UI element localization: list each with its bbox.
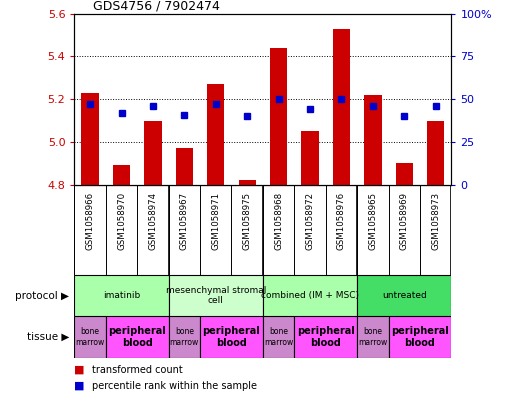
- Text: GSM1058966: GSM1058966: [86, 192, 94, 250]
- Bar: [176, 149, 193, 185]
- Text: imatinib: imatinib: [103, 291, 140, 300]
- Text: GDS4756 / 7902474: GDS4756 / 7902474: [93, 0, 220, 13]
- Text: GSM1058972: GSM1058972: [306, 192, 314, 250]
- Bar: [207, 84, 224, 185]
- Text: ■: ■: [74, 381, 85, 391]
- Text: protocol ▶: protocol ▶: [15, 291, 69, 301]
- Text: bone
marrow: bone marrow: [264, 327, 293, 347]
- Bar: [263, 316, 294, 358]
- Text: bone
marrow: bone marrow: [75, 327, 105, 347]
- Bar: [389, 316, 451, 358]
- Text: GSM1058965: GSM1058965: [368, 192, 378, 250]
- Text: GSM1058967: GSM1058967: [180, 192, 189, 250]
- Text: untreated: untreated: [382, 291, 427, 300]
- Bar: [82, 93, 98, 185]
- Text: GSM1058976: GSM1058976: [337, 192, 346, 250]
- Text: GSM1058975: GSM1058975: [243, 192, 252, 250]
- Text: peripheral
blood: peripheral blood: [108, 326, 166, 348]
- Bar: [364, 95, 382, 185]
- Text: GSM1058969: GSM1058969: [400, 192, 409, 250]
- Bar: [169, 316, 200, 358]
- Bar: [106, 316, 169, 358]
- Bar: [396, 163, 413, 185]
- Text: peripheral
blood: peripheral blood: [391, 326, 449, 348]
- Bar: [169, 275, 263, 316]
- Text: mesenchymal stromal
cell: mesenchymal stromal cell: [166, 286, 266, 305]
- Bar: [113, 165, 130, 185]
- Bar: [357, 316, 389, 358]
- Text: GSM1058968: GSM1058968: [274, 192, 283, 250]
- Bar: [239, 180, 256, 185]
- Bar: [263, 275, 357, 316]
- Text: combined (IM + MSC): combined (IM + MSC): [261, 291, 359, 300]
- Bar: [144, 121, 162, 185]
- Bar: [74, 275, 169, 316]
- Text: GSM1058971: GSM1058971: [211, 192, 220, 250]
- Text: ■: ■: [74, 365, 85, 375]
- Text: transformed count: transformed count: [92, 365, 183, 375]
- Bar: [333, 29, 350, 185]
- Text: GSM1058974: GSM1058974: [148, 192, 157, 250]
- Bar: [302, 131, 319, 185]
- Bar: [427, 121, 444, 185]
- Text: GSM1058973: GSM1058973: [431, 192, 440, 250]
- Text: bone
marrow: bone marrow: [358, 327, 387, 347]
- Bar: [294, 316, 357, 358]
- Text: percentile rank within the sample: percentile rank within the sample: [92, 381, 258, 391]
- Bar: [200, 316, 263, 358]
- Bar: [270, 48, 287, 185]
- Bar: [74, 316, 106, 358]
- Text: peripheral
blood: peripheral blood: [203, 326, 261, 348]
- Text: peripheral
blood: peripheral blood: [297, 326, 354, 348]
- Bar: [357, 275, 451, 316]
- Text: tissue ▶: tissue ▶: [27, 332, 69, 342]
- Text: GSM1058970: GSM1058970: [117, 192, 126, 250]
- Text: bone
marrow: bone marrow: [170, 327, 199, 347]
